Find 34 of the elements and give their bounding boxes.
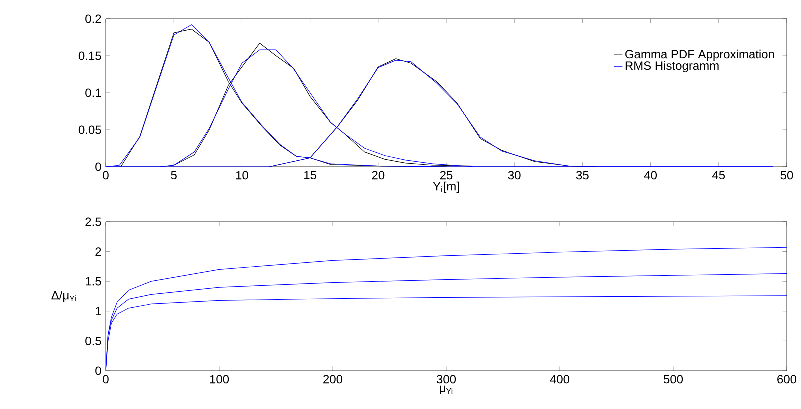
x-tick-label: 5 [171,171,177,180]
y-tick-label: 0.2 [86,14,102,24]
x-tick-label: 50 [780,171,794,180]
legend-label: RMS Histogramm [626,61,719,73]
x-tick-label: 0 [103,171,109,180]
x-tick-label: 0 [103,375,109,384]
y-tick-label: 0.15 [78,52,102,60]
x-tick-label: 600 [778,375,797,384]
y-tick-label: 2 [96,248,102,256]
y-tick-label: 2.5 [86,218,102,226]
x-tick-label: 45 [712,171,726,180]
x-tick-label: 400 [550,375,570,384]
x-tick-label: 25 [440,171,453,180]
x-tick-label: 35 [576,171,589,180]
legend-label: Gamma PDF Approximation [626,50,774,62]
y-tick-label: 1 [96,307,102,316]
y-tick-label: 0.05 [78,126,102,134]
y-tick-label: 1.5 [86,277,102,286]
x-axis-title: Y$_{i}$[m] [433,182,460,194]
y-tick-label: 0 [96,162,102,172]
y-tick-label: 0 [96,366,102,376]
x-tick-label: 10 [236,171,248,180]
x-tick-label: 30 [508,171,521,180]
x-tick-label: 500 [664,375,684,384]
x-tick-label: 300 [436,375,456,384]
y-axis-title: Δ/μ$_{Yi}$ [52,290,76,302]
y-tick-label: 0.5 [86,336,102,346]
x-tick-label: 200 [324,375,343,384]
x-tick-label: 15 [304,171,316,180]
x-tick-label: 40 [644,171,658,180]
y-tick-label: 0.1 [86,88,102,98]
x-tick-label: 20 [372,171,385,180]
x-tick-label: 100 [210,375,230,384]
x-axis-title: μ$_{Yi}$ [440,386,453,395]
